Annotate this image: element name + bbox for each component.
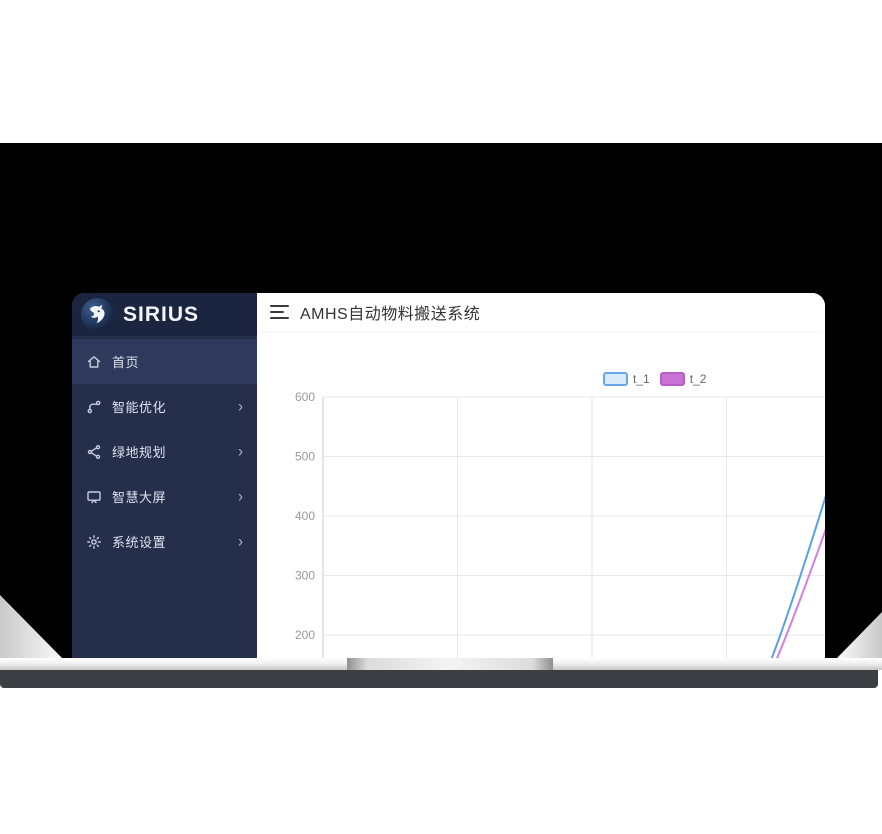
laptop-base-top xyxy=(0,658,882,670)
legend-swatch xyxy=(603,372,628,386)
y-axis-tick-label: 400 xyxy=(295,509,315,523)
chevron-right-icon: › xyxy=(238,397,243,416)
data-point-t_2[interactable] xyxy=(454,723,461,730)
sidebar-item-label: 智能优化 xyxy=(112,400,167,415)
gear-icon xyxy=(85,533,102,550)
data-point-t_2[interactable] xyxy=(589,730,596,737)
data-point-t_1[interactable] xyxy=(320,746,327,753)
series-line-t_1[interactable] xyxy=(322,384,825,775)
home-icon xyxy=(85,353,102,370)
laptop-base-groove xyxy=(347,658,553,670)
y-axis-tick-label: 100 xyxy=(295,688,315,702)
app-window: SIRIUS 首页智能优化 › 绿地规划 › 智慧大屏 › 系统设置 › AMHS自动物料搬送… xyxy=(72,293,825,787)
sidebar-item-home[interactable]: 首页 xyxy=(72,339,257,384)
legend-label: t_1 xyxy=(633,372,650,386)
x-axis-category-label: avg_failure_time xyxy=(682,761,770,775)
sidebar-item-greenland[interactable]: 绿地规划 › xyxy=(72,429,257,474)
sidebar-item-label: 首页 xyxy=(112,355,140,370)
optimize-icon xyxy=(85,398,102,415)
chart-legend: t_1 t_2 xyxy=(603,372,706,386)
sidebar-item-label: 系统设置 xyxy=(112,535,167,550)
planning-icon xyxy=(85,443,102,460)
logo-bar: SIRIUS xyxy=(72,293,257,336)
x-axis-category-label: key_delivery_time xyxy=(544,761,640,775)
app-header: AMHS自动物料搬送系统 xyxy=(257,293,825,331)
y-axis-tick-label: 0 xyxy=(308,747,315,761)
sidebar-menu: 首页智能优化 › 绿地规划 › 智慧大屏 › 系统设置 › xyxy=(72,336,257,564)
data-point-t_1[interactable] xyxy=(589,727,596,734)
chart-canvas[interactable]: 0 100 200 300 400 500 600 avg_load_time key_resp… xyxy=(257,331,825,787)
data-point-t_1[interactable] xyxy=(454,719,461,726)
legend-item-t_1[interactable]: t_1 xyxy=(603,372,650,386)
x-axis-category-label: key_response_time xyxy=(405,761,509,775)
sirius-wolf-logo-icon xyxy=(81,298,114,331)
data-point-t_2[interactable] xyxy=(320,746,327,753)
logo-text: SIRIUS xyxy=(123,302,200,326)
laptop-bezel: SIRIUS 首页智能优化 › 绿地规划 › 智慧大屏 › 系统设置 › AMHS自动物料搬送… xyxy=(0,143,882,658)
y-axis-tick-label: 600 xyxy=(295,390,315,404)
y-axis-tick-label: 200 xyxy=(295,628,315,642)
sidebar-item-settings[interactable]: 系统设置 › xyxy=(72,519,257,564)
x-axis-category-label: avg_load_time xyxy=(284,761,362,775)
legend-label: t_2 xyxy=(689,372,707,386)
hamburger-icon[interactable] xyxy=(270,305,289,319)
data-point-t_1[interactable] xyxy=(723,750,730,757)
page-title: AMHS自动物料搬送系统 xyxy=(300,306,481,323)
y-axis-tick-label: 300 xyxy=(295,569,315,583)
sidebar-item-optimize[interactable]: 智能优化 › xyxy=(72,384,257,429)
data-point-t_2[interactable] xyxy=(723,750,730,757)
y-axis-tick-label: 500 xyxy=(295,450,315,464)
laptop-base-front xyxy=(0,670,878,688)
sidebar: SIRIUS 首页智能优化 › 绿地规划 › 智慧大屏 › 系统设置 › xyxy=(72,293,257,658)
chevron-right-icon: › xyxy=(238,532,243,551)
big-screen-icon xyxy=(85,488,102,505)
line-chart: t_1 t_2 0 100 200 300 400 500 600 avg_load_time k… xyxy=(257,331,825,787)
sidebar-item-label: 绿地规划 xyxy=(112,445,167,460)
legend-swatch xyxy=(659,372,685,386)
main-area: AMHS自动物料搬送系统 t_1 t_2 0 100 200 300 400 500 600 a… xyxy=(257,293,825,787)
sidebar-item-screen[interactable]: 智慧大屏 › xyxy=(72,474,257,519)
series-line-t_2[interactable] xyxy=(322,432,825,772)
chevron-right-icon: › xyxy=(238,487,243,506)
legend-item-t_2[interactable]: t_2 xyxy=(659,372,707,386)
chevron-right-icon: › xyxy=(238,442,243,461)
sidebar-item-label: 智慧大屏 xyxy=(112,490,167,505)
